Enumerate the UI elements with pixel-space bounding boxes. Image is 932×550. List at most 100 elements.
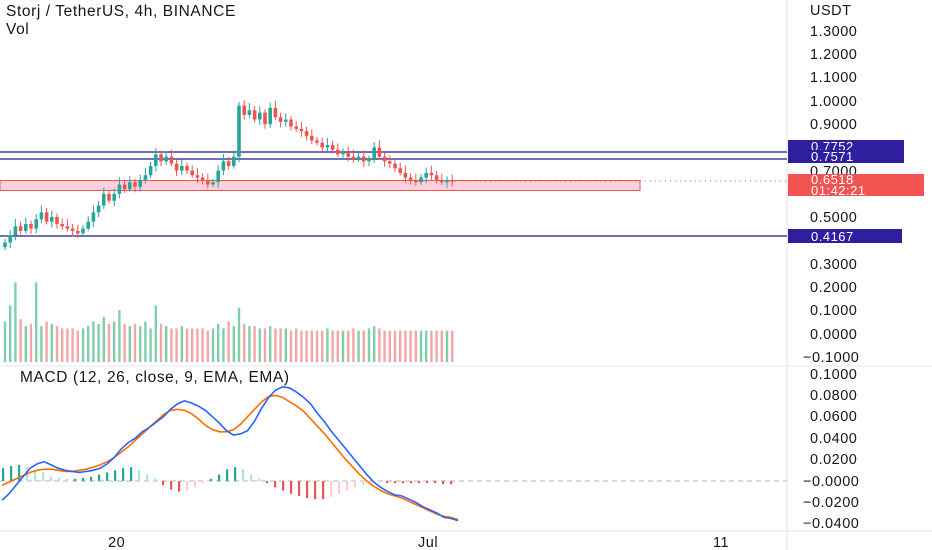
price-zone-rectangle[interactable]: [0, 180, 641, 191]
macd-histogram-bar: [386, 481, 389, 484]
volume-bar: [305, 330, 308, 362]
macd-tick: −0.0000: [803, 474, 859, 490]
volume-bar: [419, 330, 423, 362]
candle-body: [8, 235, 12, 243]
volume-bar: [445, 330, 449, 362]
candle-body: [190, 170, 194, 176]
candle-body: [362, 156, 366, 162]
candle-body: [107, 193, 111, 201]
volume-bar: [248, 326, 251, 362]
macd-histogram-bar: [250, 474, 253, 481]
volume-bar: [81, 328, 85, 362]
volume-bar: [128, 326, 131, 362]
candle-body: [237, 105, 241, 157]
time-tick: Jul: [418, 535, 438, 550]
macd-histogram-bar: [394, 481, 397, 484]
macd-histogram-bar: [362, 481, 365, 486]
candle-body: [382, 156, 387, 162]
price-tick: 1.3000: [810, 24, 857, 40]
candle-body: [341, 152, 345, 155]
last-price-tag[interactable]: 0.6518 01:42:21: [788, 172, 924, 198]
candle-body: [148, 165, 153, 176]
candle-body: [450, 179, 454, 182]
volume-label: Vol: [6, 21, 29, 38]
volume-bar: [295, 328, 298, 362]
candle-body: [138, 179, 142, 187]
candle-body: [393, 163, 397, 169]
macd-histogram-bar: [138, 470, 141, 481]
volume-bar: [71, 328, 74, 362]
candle-body: [76, 230, 80, 234]
volume-bar: [378, 328, 381, 362]
candle-body: [39, 212, 44, 220]
volume-bar: [404, 330, 407, 362]
volume-bar: [357, 330, 360, 362]
price-tag-0-4167[interactable]: 0.4167: [788, 229, 902, 244]
candle-body: [34, 219, 38, 229]
candle-body: [86, 221, 90, 229]
volume-bar: [263, 328, 267, 362]
volume-bar: [19, 319, 22, 362]
candle-body: [169, 156, 174, 164]
macd-histogram-bar: [50, 476, 53, 481]
macd-histogram-bar: [42, 472, 45, 481]
volume-bar: [61, 328, 64, 362]
macd-histogram-bar: [258, 478, 261, 481]
volume-bar: [144, 321, 147, 362]
volume-bar: [87, 326, 90, 362]
candle-body: [315, 140, 319, 143]
macd-histogram-bar: [122, 468, 125, 481]
volume-bar: [373, 326, 376, 362]
volume-bar: [222, 328, 225, 362]
volume-bar: [35, 282, 38, 362]
candle-body: [377, 147, 382, 157]
macd-histogram-bar: [106, 472, 109, 481]
price-tick: 0.0000: [810, 327, 857, 343]
volume-bar: [113, 321, 116, 362]
macd-histogram-bar: [34, 470, 37, 481]
macd-histogram-bar: [322, 481, 325, 500]
volume-bar: [414, 330, 417, 362]
macd-histogram-bar: [2, 468, 5, 481]
macd-histogram-bar: [426, 481, 429, 484]
macd-histogram-bar: [282, 481, 285, 491]
macd-histogram-bar: [202, 481, 205, 484]
candle-body: [304, 131, 309, 136]
candle-body: [258, 112, 262, 120]
macd-histogram-bar: [370, 481, 373, 484]
volume-bar: [92, 321, 95, 362]
macd-tick: −0.0200: [803, 495, 859, 511]
macd-axis[interactable]: 0.1000 0.0800 0.0600 0.0400 0.0200 −0.00…: [803, 367, 859, 532]
macd-histogram-bar: [170, 481, 173, 490]
macd-histogram-bar: [114, 470, 117, 481]
candle-body: [226, 161, 231, 166]
candle-body: [13, 226, 18, 236]
candle-body: [330, 145, 335, 150]
time-axis[interactable]: 20 Jul 11: [108, 535, 729, 550]
volume-bar: [341, 330, 345, 362]
volume-bar: [211, 328, 215, 362]
price-tag-0-7571[interactable]: 0.7571: [788, 149, 904, 164]
macd-signal-line: [1, 394, 459, 521]
volume-bar: [331, 330, 334, 362]
macd-histogram-bar: [434, 481, 437, 484]
macd-histogram-bar: [314, 481, 317, 500]
macd-histogram: [2, 464, 453, 500]
macd-histogram-bar: [378, 481, 381, 483]
volume-bar: [50, 323, 53, 362]
candle-body: [388, 161, 392, 164]
macd-histogram-bar: [58, 477, 61, 481]
macd-histogram-bar: [74, 478, 77, 481]
macd-histogram-bar: [242, 469, 245, 481]
macd-histogram-bar: [178, 481, 181, 492]
macd-histogram-bar: [218, 474, 221, 481]
candle-body: [154, 154, 158, 166]
volume-bar: [451, 330, 454, 362]
price-tick: 0.2000: [810, 280, 857, 296]
candle-body: [440, 179, 444, 183]
macd-histogram-bar: [18, 464, 21, 481]
candle-body: [29, 223, 33, 229]
candle-body: [299, 128, 304, 132]
price-tick: 1.0000: [810, 94, 857, 110]
